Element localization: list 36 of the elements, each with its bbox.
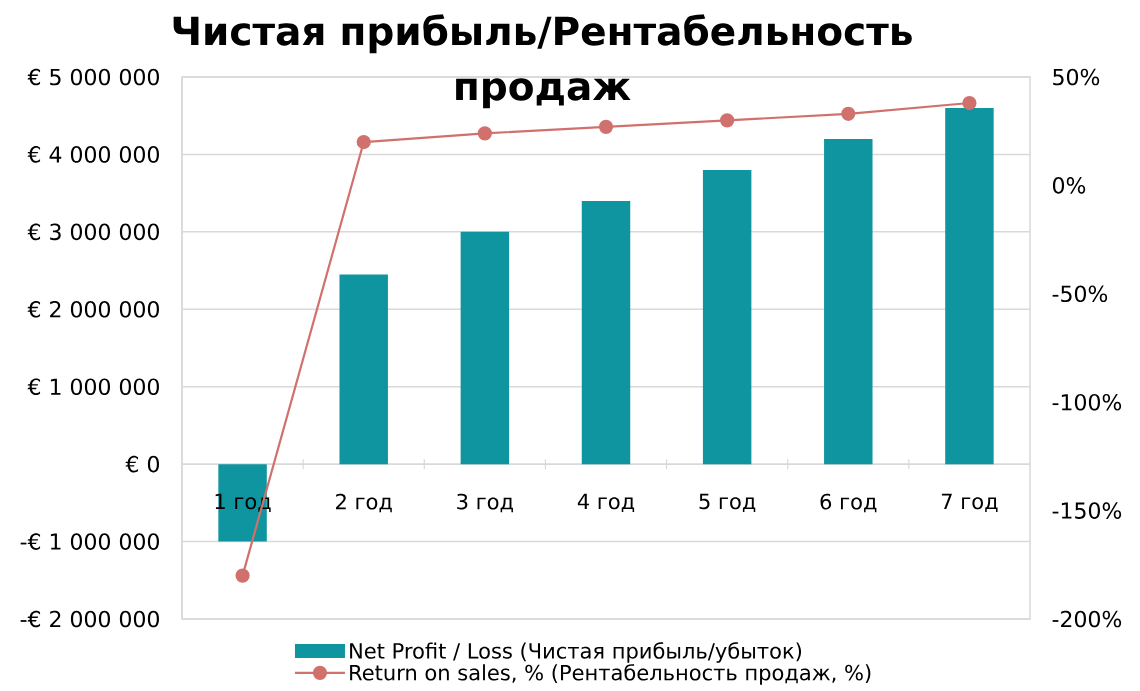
y-tick-label: € 5 000 000 [27,68,159,86]
point [356,134,371,150]
bar [460,231,510,465]
x-tick-label: 6 год [820,493,877,513]
x-tick-label: 3 год [457,493,513,513]
y-tick-label: -€ 1 000 000 [20,533,159,550]
y-tick-label: € 2 000 000 [27,300,159,318]
bar [581,200,631,465]
y2-tick-label: 0% [1052,177,1086,194]
x-tick-label: 5 год [699,493,756,512]
y2-tick-label: 50% [1053,68,1100,86]
point [841,106,856,121]
x-tick-label: 2 год [336,493,392,513]
bar [702,169,752,465]
x-tick-label: 4 год [577,493,635,512]
legend-label: Net Profit / Loss (Чистая прибыль/убыток) [350,642,802,663]
y-tick-label: -€ 2 000 000 [20,610,159,628]
bar [339,274,388,465]
bar [824,138,873,465]
point [962,95,977,111]
y2-tick-label: -200% [1052,610,1122,628]
x-tick-label: 7 год [941,493,998,512]
legend-label: Return on sales, % (Рентабельность продаж, %) [350,663,871,685]
y-tick-label: € 0 [125,455,159,473]
chart-title: Чистая прибыль/Рентабельность продаж [173,14,912,109]
y2-tick-label: -50% [1052,285,1108,303]
y-tick-label: € 4 000 000 [27,146,159,163]
y-tick-label: € 1 000 000 [27,378,159,396]
y2-tick-label: -150% [1052,502,1122,519]
point [477,126,492,141]
point [720,113,735,128]
point [598,119,614,134]
y-tick-label: € 3 000 000 [27,223,159,241]
bar [945,107,994,465]
y2-tick-label: -100% [1052,393,1122,411]
point [235,568,250,583]
